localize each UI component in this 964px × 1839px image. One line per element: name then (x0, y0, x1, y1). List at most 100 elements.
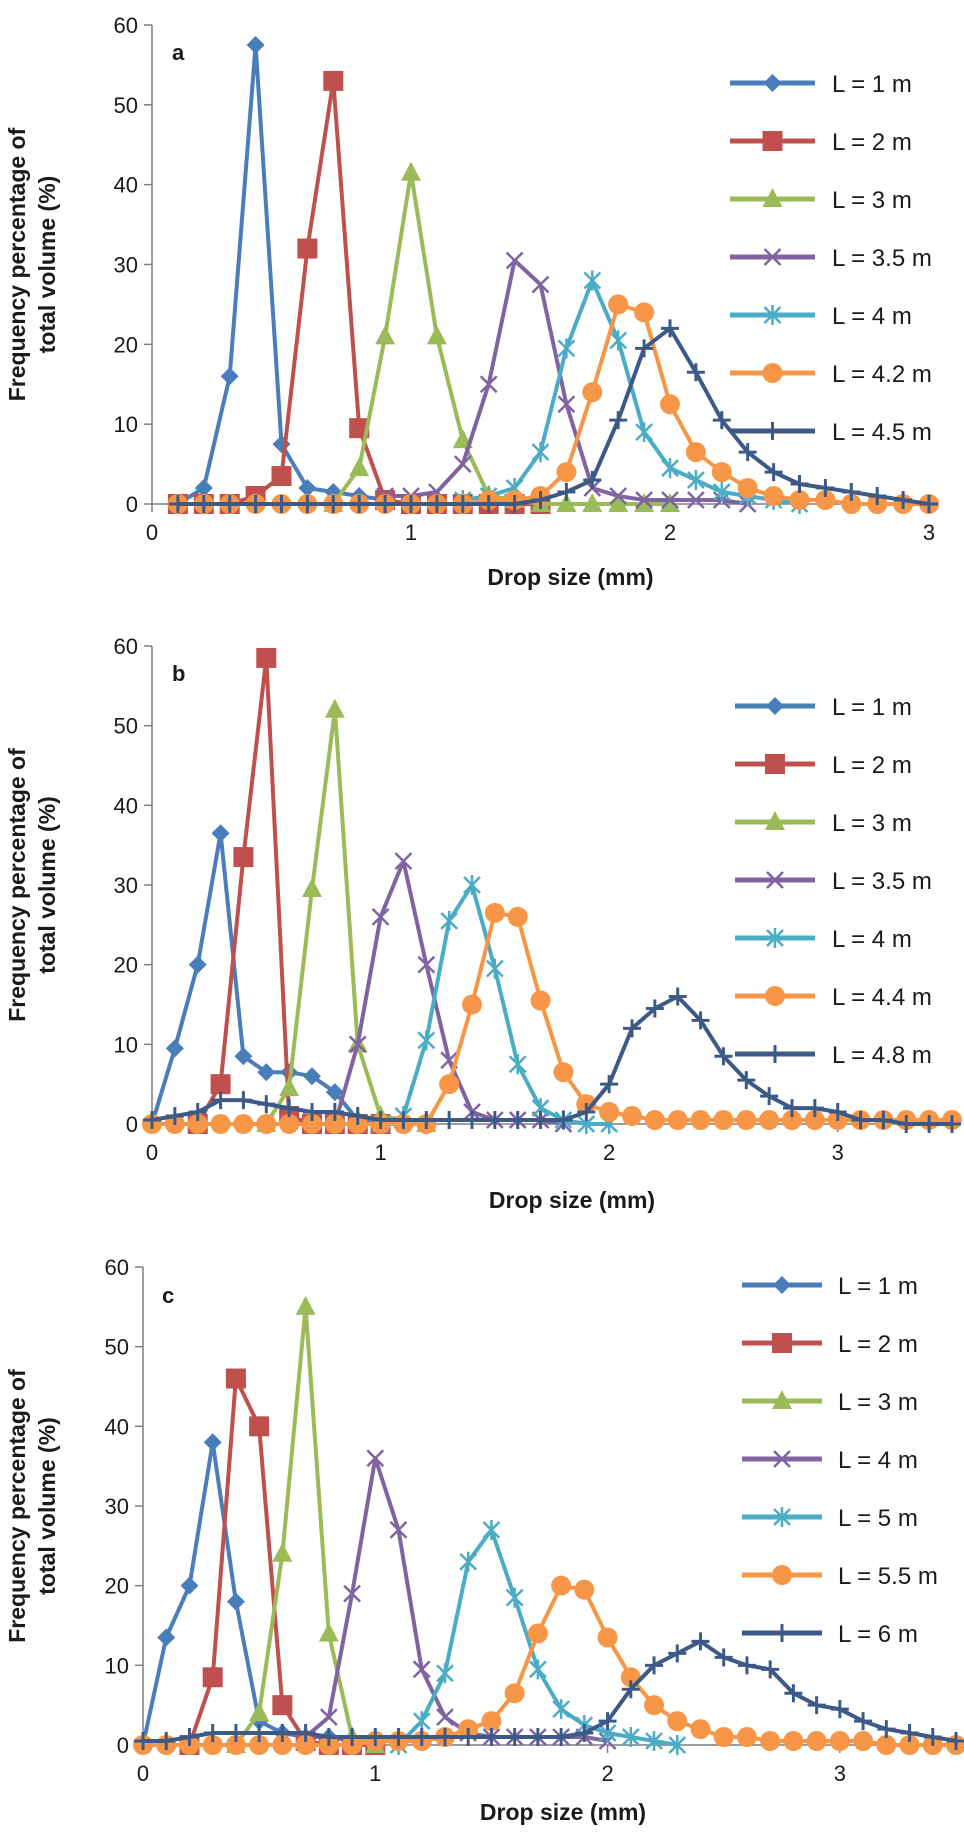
series-l-3-m (323, 161, 680, 512)
series-l-4.8-m (143, 987, 961, 1133)
data-point (552, 1699, 570, 1720)
data-point (582, 382, 603, 403)
legend-label: L = 2 m (832, 752, 912, 779)
data-point (623, 1019, 641, 1038)
data-point (574, 1579, 595, 1600)
data-point (900, 1724, 919, 1743)
data-point (295, 1735, 316, 1755)
legend-marker (763, 422, 782, 440)
data-point (505, 251, 524, 270)
x-tick-label: 2 (664, 520, 676, 545)
panel-label: a (172, 40, 185, 65)
data-point (736, 1727, 757, 1748)
data-point (439, 1074, 460, 1095)
data-point (479, 375, 498, 394)
legend-label: L = 4.5 m (832, 419, 932, 446)
legend-label: L = 2 m (838, 1331, 918, 1358)
data-point (645, 1656, 664, 1675)
data-point (714, 1648, 733, 1667)
data-point (894, 491, 913, 510)
legend-entry: L = 3 m (730, 187, 912, 214)
data-point (303, 1103, 321, 1122)
data-point (246, 35, 265, 54)
x-tick-label: 3 (834, 1761, 846, 1786)
data-point (440, 910, 459, 931)
legend-marker (765, 811, 785, 830)
x-axis-label: Drop size (mm) (480, 1799, 646, 1825)
data-point (375, 325, 396, 345)
legend-label: L = 5 m (838, 1505, 918, 1532)
series-line (176, 43, 412, 506)
data-point (366, 1449, 385, 1468)
data-point (256, 647, 277, 668)
data-point (645, 1731, 663, 1752)
data-point (583, 270, 602, 291)
data-point (202, 1667, 223, 1688)
data-point (853, 1731, 874, 1752)
data-point (426, 325, 447, 345)
data-point (691, 1632, 710, 1651)
data-point (635, 339, 654, 358)
data-point (226, 1724, 245, 1743)
data-point (188, 1103, 207, 1122)
legend-marker (772, 1390, 792, 1409)
data-point (943, 1115, 961, 1133)
legend-label: L = 4.8 m (832, 1042, 932, 1069)
data-point (644, 1695, 665, 1716)
data-point (736, 1110, 757, 1131)
legend-marker (772, 1333, 792, 1353)
legend-entry: L = 2 m (742, 1331, 918, 1358)
data-point (412, 1711, 431, 1732)
data-point (635, 422, 653, 443)
data-point (764, 463, 783, 482)
y-tick-label: 0 (126, 492, 138, 517)
data-point (482, 1728, 501, 1747)
data-point (188, 955, 207, 974)
data-point (691, 1011, 710, 1030)
data-point (508, 1111, 527, 1130)
data-point (202, 1735, 223, 1755)
legend-label: L = 4.4 m (832, 984, 932, 1011)
data-point (302, 877, 322, 897)
data-point (417, 1111, 436, 1130)
data-point (842, 483, 861, 502)
legend-entry: L = 5.5 m (742, 1563, 938, 1590)
legend-entry: L = 3 m (742, 1389, 918, 1416)
data-point (621, 1727, 640, 1748)
data-point (187, 1114, 208, 1134)
data-point (323, 70, 344, 91)
data-point (220, 367, 239, 386)
x-axis-label: Drop size (mm) (489, 1187, 655, 1213)
legend-entry: L = 1 m (730, 71, 912, 98)
chart-panel-b: 0 10 20 30 40 50 60 0 1 2 3 Drop size (mm) Frequency… (4, 634, 962, 1213)
data-point (233, 847, 254, 868)
series-line (304, 1456, 608, 1743)
series-line (264, 707, 427, 1126)
data-point (815, 490, 836, 511)
data-point (737, 1656, 756, 1675)
data-point (714, 1047, 733, 1066)
data-point (211, 1091, 230, 1110)
data-point (897, 1115, 916, 1133)
data-point (234, 1047, 253, 1066)
data-point (462, 994, 482, 1015)
data-point (531, 491, 550, 510)
data-point (210, 1074, 231, 1095)
legend-label: L = 3 m (832, 810, 912, 837)
legend-label: L = 4.2 m (832, 361, 932, 388)
data-point (737, 1071, 756, 1090)
data-point (634, 302, 655, 323)
data-point (598, 1712, 617, 1731)
data-point (481, 1711, 502, 1732)
data-point (711, 462, 732, 483)
data-point (582, 493, 603, 512)
legend-marker (762, 188, 783, 207)
data-point (608, 493, 629, 512)
data-point (553, 1062, 574, 1083)
data-point (249, 1735, 270, 1755)
data-point (459, 1551, 478, 1572)
data-point (246, 495, 265, 513)
data-point (660, 493, 680, 512)
data-point (783, 1731, 804, 1752)
